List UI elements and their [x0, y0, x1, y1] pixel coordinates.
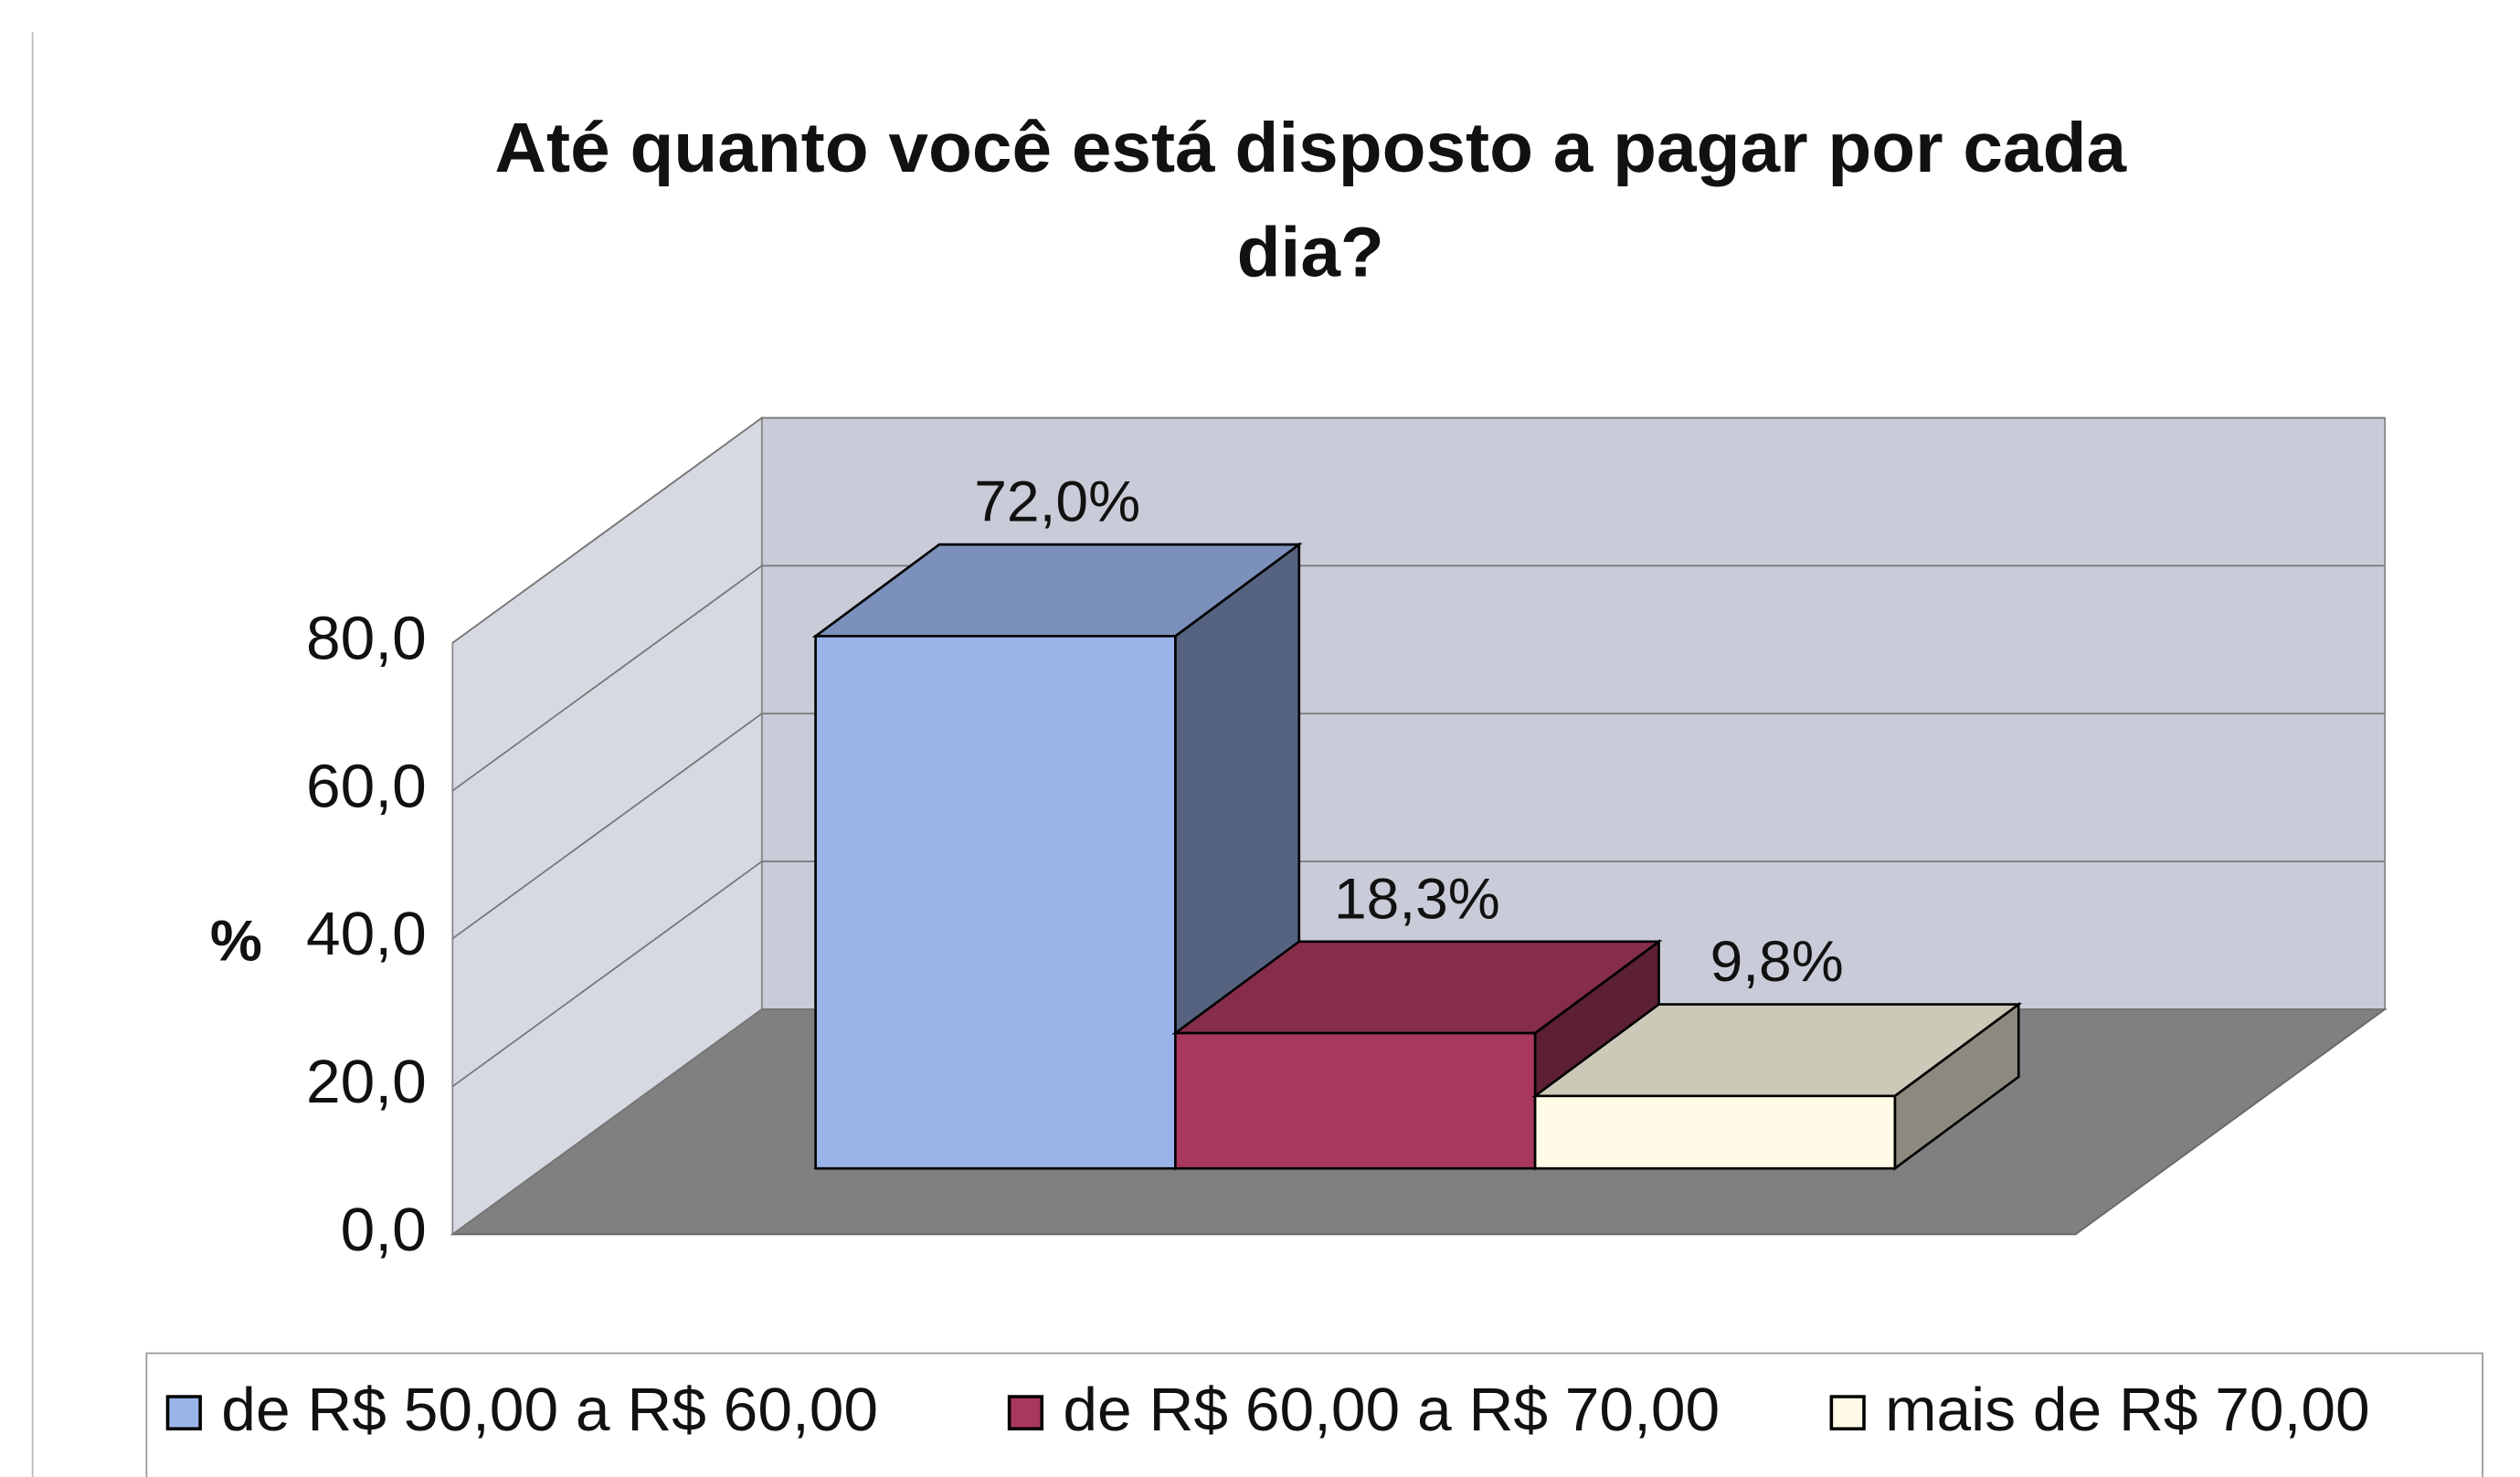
- bar-front: [1533, 1094, 1897, 1170]
- grid-line: [451, 417, 2386, 644]
- title-line: Até quanto você está disposto a pagar po…: [494, 107, 2126, 186]
- chart-title: Até quanto você está disposto a pagar po…: [494, 107, 2126, 291]
- bar-front: [814, 635, 1177, 1170]
- grid-line: [451, 712, 2386, 940]
- legend-marker: [165, 1395, 202, 1430]
- data-label: 9,8%: [1710, 928, 1844, 994]
- y-tick-label: 60,0: [306, 753, 427, 821]
- bar-front: [1174, 1031, 1537, 1170]
- y-tick-label: 20,0: [306, 1048, 427, 1116]
- y-axis-label: %: [210, 908, 262, 974]
- y-tick-label: 0,0: [341, 1196, 427, 1264]
- y-tick-label: 40,0: [306, 901, 427, 969]
- bar: [1531, 1001, 2023, 1171]
- legend-marker: [1829, 1395, 1866, 1430]
- legend-label: mais de R$ 70,00: [1885, 1376, 2370, 1444]
- title-line: dia?: [1237, 211, 1384, 290]
- legend-marker: [1007, 1395, 1044, 1430]
- data-label: 72,0%: [974, 469, 1140, 534]
- grid-line: [451, 860, 2386, 1088]
- y-tick-label: 80,0: [306, 605, 427, 673]
- data-label: 18,3%: [1334, 866, 1500, 932]
- legend-box: [145, 1352, 2483, 1477]
- legend-label: de R$ 60,00 a R$ 70,00: [1063, 1376, 1720, 1444]
- grid-line: [451, 564, 2386, 792]
- legend-label: de R$ 50,00 a R$ 60,00: [221, 1376, 878, 1444]
